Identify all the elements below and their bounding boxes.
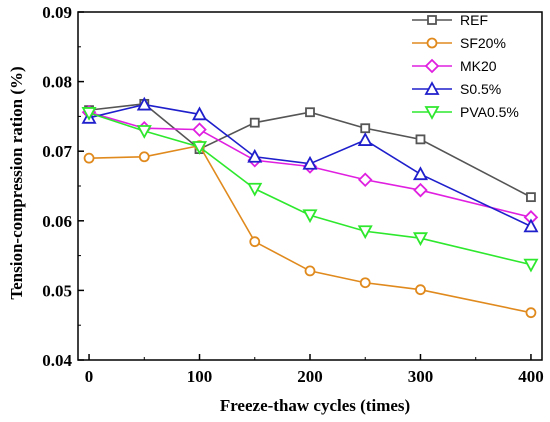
legend-entry: PVA0.5% bbox=[412, 104, 519, 120]
data-point bbox=[526, 192, 536, 203]
data-point bbox=[415, 284, 426, 296]
series-line bbox=[88, 112, 532, 266]
data-point bbox=[81, 107, 97, 121]
data-point bbox=[304, 265, 316, 277]
x-tick-label: 100 bbox=[187, 367, 213, 386]
data-point bbox=[523, 218, 539, 233]
legend-label: S0.5% bbox=[460, 81, 501, 97]
legend-entry: REF bbox=[412, 12, 488, 28]
series-line bbox=[88, 103, 532, 198]
data-point bbox=[192, 106, 208, 121]
legend-label: PVA0.5% bbox=[460, 104, 519, 120]
data-point bbox=[415, 134, 426, 145]
legend-entry: SF20% bbox=[412, 35, 506, 51]
legend-marker bbox=[427, 15, 437, 25]
data-point bbox=[249, 117, 260, 128]
y-tick-label: 0.08 bbox=[42, 73, 72, 92]
legend-label: MK20 bbox=[460, 58, 497, 74]
data-point bbox=[359, 277, 371, 289]
series-pva0-5- bbox=[81, 107, 539, 273]
data-point bbox=[138, 151, 150, 163]
series-line bbox=[88, 111, 532, 219]
y-tick-label: 0.09 bbox=[42, 3, 72, 22]
data-point bbox=[412, 232, 428, 247]
data-point bbox=[136, 125, 152, 139]
data-point bbox=[247, 182, 263, 197]
series-sf20- bbox=[83, 140, 537, 319]
y-tick-label: 0.04 bbox=[42, 351, 72, 370]
data-point bbox=[360, 123, 371, 134]
y-tick-label: 0.06 bbox=[42, 212, 72, 231]
legend-entry: S0.5% bbox=[412, 81, 501, 97]
series-line bbox=[88, 103, 532, 228]
x-axis-title: Freeze-thaw cycles (times) bbox=[220, 396, 410, 415]
x-tick-label: 400 bbox=[518, 367, 544, 386]
y-axis-title: Tension-compression ration (%) bbox=[7, 66, 26, 299]
x-tick-label: 300 bbox=[408, 367, 434, 386]
legend-label: SF20% bbox=[460, 35, 506, 51]
data-point bbox=[302, 155, 318, 170]
data-point bbox=[413, 182, 428, 198]
data-point bbox=[302, 209, 318, 224]
data-point bbox=[249, 236, 261, 248]
data-point bbox=[136, 96, 152, 111]
data-point bbox=[412, 166, 428, 181]
legend-label: REF bbox=[460, 12, 488, 28]
legend-marker bbox=[424, 106, 440, 120]
legend-entry: MK20 bbox=[412, 58, 497, 74]
legend-marker bbox=[424, 58, 440, 74]
data-point bbox=[192, 141, 208, 155]
x-tick-label: 0 bbox=[85, 367, 94, 386]
y-tick-label: 0.07 bbox=[42, 142, 72, 161]
series-line bbox=[89, 144, 532, 314]
legend-marker bbox=[426, 37, 438, 49]
x-tick-label: 200 bbox=[297, 367, 323, 386]
data-point bbox=[305, 107, 315, 118]
data-point bbox=[83, 152, 95, 164]
data-point bbox=[247, 148, 263, 163]
y-tick-label: 0.05 bbox=[42, 281, 72, 300]
data-point bbox=[192, 122, 207, 137]
data-point bbox=[357, 132, 373, 146]
data-point bbox=[357, 172, 373, 188]
data-point bbox=[525, 307, 537, 319]
legend-marker bbox=[424, 81, 440, 95]
data-point bbox=[523, 258, 539, 273]
data-point bbox=[357, 225, 373, 240]
